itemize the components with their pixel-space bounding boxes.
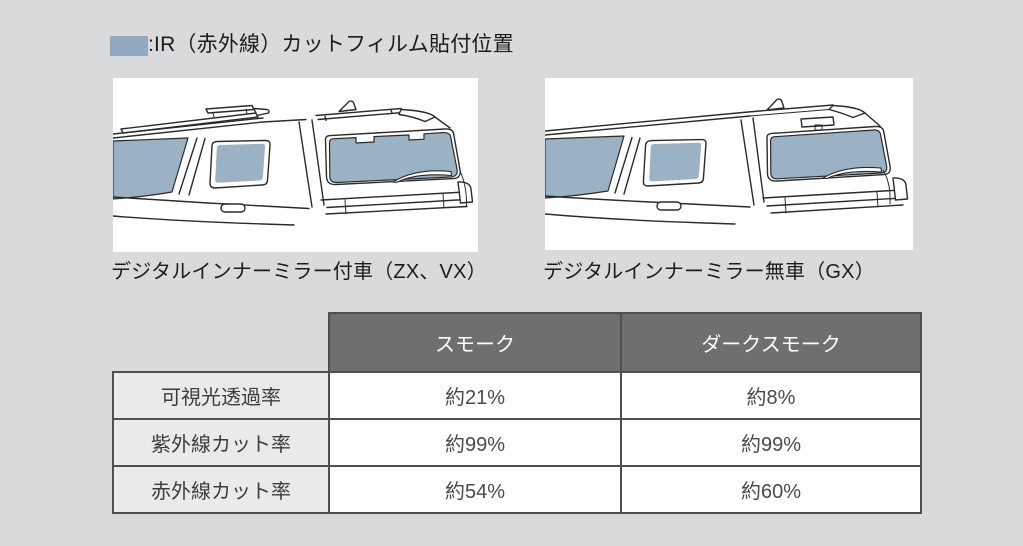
value-smoke-visible-light: 約21% [328,371,622,420]
value-dark-smoke-visible-light: 約8% [620,371,922,420]
table-header-row: スモーク ダークスモーク [113,312,922,373]
table-row: 赤外線カット率 約54% 約60% [112,465,922,514]
tail-lamp [457,181,474,204]
value-smoke-ir-cut: 約54% [328,465,622,514]
tail-lamp [892,177,909,201]
rear-wiper [822,166,883,180]
row-label-ir-cut-rate: 赤外線カット率 [112,465,330,514]
table-row: 可視光透過率 約21% 約8% [112,371,922,420]
rear-glass-film-with-notches [328,131,458,184]
ir-film-color-swatch [110,35,148,56]
quarter-window-film [215,143,266,183]
car-illustration-with-digital-inner-mirror [113,78,478,252]
row-label-uv-cut-rate: 紫外線カット率 [112,418,330,467]
rear-glass-film [769,129,888,180]
rear-door-window-film [545,135,625,199]
table-row: 紫外線カット率 約99% 約99% [112,418,922,467]
column-header-dark-smoke: ダークスモーク [620,312,922,373]
car-illustration-without-digital-inner-mirror [545,78,913,250]
quarter-window-film [649,142,702,182]
rear-door-window-film [113,137,189,200]
roof-antenna-fin [766,98,785,111]
value-dark-smoke-ir-cut: 約60% [620,465,922,514]
ir-film-legend: :IR（赤外線）カットフィルム貼付位置 [110,33,514,57]
door-handle [220,203,246,213]
high-mount-stop-lamp [800,116,835,128]
car-drawing-gx [545,98,909,225]
table-corner-empty [113,313,329,372]
value-smoke-uv-cut: 約99% [328,418,622,467]
film-spec-table: スモーク ダークスモーク 可視光透過率 約21% 約8% 紫外線カット率 約99… [112,312,922,514]
roof-antenna-fin [338,100,357,113]
caption-with-digital-inner-mirror: デジタルインナーミラー付車（ZX、VX） [111,261,487,283]
door-handle [656,201,682,211]
rear-wiper [392,170,453,183]
row-label-visible-light-transmittance: 可視光透過率 [112,371,330,420]
ir-film-legend-label: :IR（赤外線）カットフィルム貼付位置 [148,33,514,56]
column-header-smoke: スモーク [328,312,622,373]
value-dark-smoke-uv-cut: 約99% [620,418,922,467]
car-drawing-zx-vx [113,100,474,226]
caption-without-digital-inner-mirror: デジタルインナーミラー無車（GX） [543,261,875,283]
